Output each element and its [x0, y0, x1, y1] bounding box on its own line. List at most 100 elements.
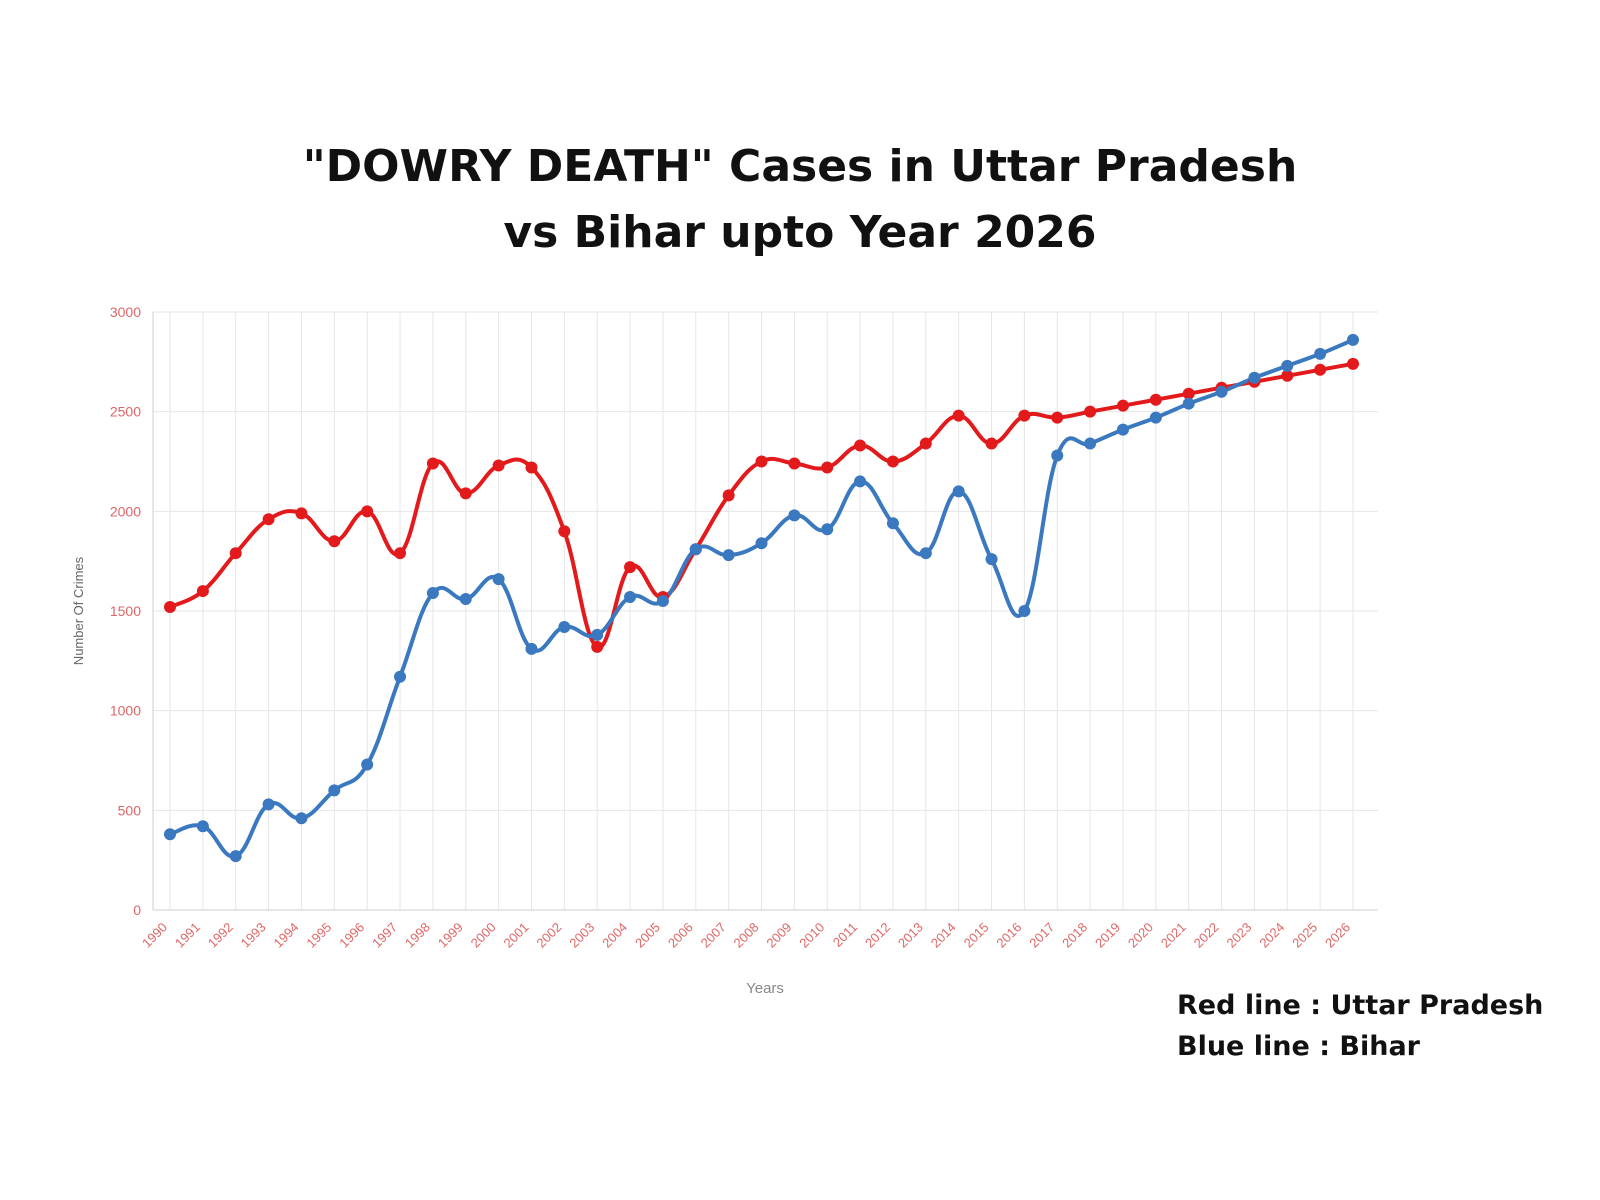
x-tick-label: 2007 — [698, 920, 729, 951]
data-point-uttar-pradesh — [361, 505, 374, 518]
data-point-uttar-pradesh — [558, 525, 571, 538]
x-tick-label: 2015 — [961, 920, 992, 951]
data-point-bihar — [689, 543, 702, 556]
data-point-uttar-pradesh — [196, 585, 209, 598]
data-point-bihar — [788, 509, 801, 522]
x-tick-label: 1993 — [238, 920, 269, 951]
y-tick-label: 500 — [118, 802, 142, 818]
x-tick-label: 2024 — [1256, 920, 1287, 951]
y-axis-title: Number Of Crimes — [71, 556, 86, 665]
data-point-bihar — [1347, 333, 1359, 346]
series-line-uttar-pradesh — [168, 361, 1355, 649]
label-layer: 0 500 1000 1500 2000 2500 3000 1990 1991 1992 1993… — [71, 304, 1353, 997]
data-point-bihar — [229, 850, 242, 863]
x-tick-label: 2019 — [1092, 920, 1123, 951]
x-tick-label: 2022 — [1191, 920, 1222, 951]
data-point-bihar — [361, 758, 374, 771]
x-tick-label: 2010 — [796, 920, 827, 951]
y-tick-label: 3000 — [110, 304, 141, 320]
data-point-bihar — [591, 628, 604, 641]
data-point-bihar — [1281, 359, 1294, 372]
series-line-bihar — [168, 337, 1355, 859]
legend-blue-line: Blue line : Bihar — [1177, 1031, 1420, 1062]
data-point-uttar-pradesh — [1018, 409, 1031, 422]
data-point-bihar — [196, 820, 209, 833]
data-point-bihar — [886, 517, 899, 530]
x-tick-label: 1992 — [205, 920, 236, 951]
x-tick-label: 2025 — [1289, 920, 1320, 951]
x-tick-label: 2020 — [1125, 920, 1156, 951]
data-point-bihar — [722, 549, 735, 562]
x-tick-label: 2005 — [632, 920, 663, 951]
data-point-bihar — [262, 798, 275, 811]
x-tick-label: 2002 — [533, 920, 564, 951]
data-point-bihar — [1018, 605, 1031, 617]
data-point-bihar — [459, 593, 472, 606]
x-tick-label: 2006 — [665, 920, 696, 951]
data-point-bihar — [426, 587, 439, 600]
x-tick-label: 2023 — [1223, 920, 1254, 951]
data-point-uttar-pradesh — [1084, 405, 1097, 418]
data-point-bihar — [656, 595, 669, 608]
data-point-bihar — [394, 670, 407, 683]
x-tick-label: 2018 — [1059, 920, 1090, 951]
x-tick-label: 1997 — [369, 920, 400, 951]
data-point-bihar — [1116, 423, 1129, 436]
data-point-uttar-pradesh — [1116, 399, 1129, 412]
data-point-bihar — [328, 784, 341, 797]
x-tick-label: 2003 — [566, 920, 597, 951]
data-point-uttar-pradesh — [821, 461, 834, 474]
data-point-uttar-pradesh — [886, 455, 899, 468]
x-tick-label: 2021 — [1158, 920, 1189, 951]
series-legend-note: Red line : Uttar Pradesh Blue line : Bih… — [1177, 985, 1543, 1067]
chart-title-line-2: vs Bihar upto Year 2026 — [503, 207, 1097, 258]
x-tick-label: 1999 — [435, 920, 466, 951]
data-point-uttar-pradesh — [459, 487, 472, 500]
data-point-bihar — [1084, 437, 1097, 450]
axis-layer — [152, 312, 1378, 911]
data-point-bihar — [164, 828, 176, 841]
data-point-uttar-pradesh — [262, 513, 275, 526]
data-point-uttar-pradesh — [164, 601, 176, 614]
x-tick-label: 2014 — [928, 920, 959, 951]
y-tick-label: 2500 — [110, 404, 141, 420]
data-point-uttar-pradesh — [426, 457, 439, 470]
chart-title: "DOWRY DEATH" Cases in Uttar Pradesh vs … — [0, 134, 1600, 266]
data-point-uttar-pradesh — [591, 640, 604, 653]
x-tick-label: 1995 — [303, 920, 334, 951]
data-point-bihar — [295, 812, 308, 825]
data-point-uttar-pradesh — [1149, 393, 1162, 406]
x-tick-label: 1991 — [172, 920, 203, 951]
x-tick-label: 1990 — [139, 920, 170, 951]
data-point-uttar-pradesh — [492, 459, 505, 472]
grid-layer — [153, 311, 1378, 911]
data-point-uttar-pradesh — [229, 547, 242, 560]
data-point-bihar — [492, 573, 505, 586]
data-point-uttar-pradesh — [952, 409, 965, 422]
x-tick-label: 2009 — [763, 920, 794, 951]
data-point-uttar-pradesh — [295, 507, 308, 520]
data-point-bihar — [1182, 397, 1195, 410]
data-point-bihar — [525, 642, 538, 655]
data-point-bihar — [1149, 411, 1162, 424]
x-tick-label: 2001 — [501, 920, 532, 951]
data-point-bihar — [919, 547, 932, 560]
data-point-uttar-pradesh — [919, 437, 932, 450]
x-tick-label: 2000 — [468, 920, 499, 951]
series-layer — [164, 333, 1359, 863]
data-point-bihar — [952, 485, 965, 498]
data-point-uttar-pradesh — [328, 535, 341, 548]
y-tick-label: 2000 — [110, 503, 141, 519]
data-point-uttar-pradesh — [755, 455, 768, 468]
data-point-uttar-pradesh — [1182, 387, 1195, 400]
y-tick-label: 0 — [133, 902, 141, 918]
data-point-uttar-pradesh — [1281, 369, 1294, 382]
x-tick-label: 1994 — [271, 920, 302, 951]
x-tick-label: 2004 — [599, 920, 630, 951]
data-point-bihar — [1314, 347, 1327, 360]
data-point-bihar — [1051, 449, 1064, 462]
x-axis-title: Years — [746, 980, 784, 997]
data-point-uttar-pradesh — [722, 489, 735, 502]
data-point-bihar — [755, 537, 768, 550]
